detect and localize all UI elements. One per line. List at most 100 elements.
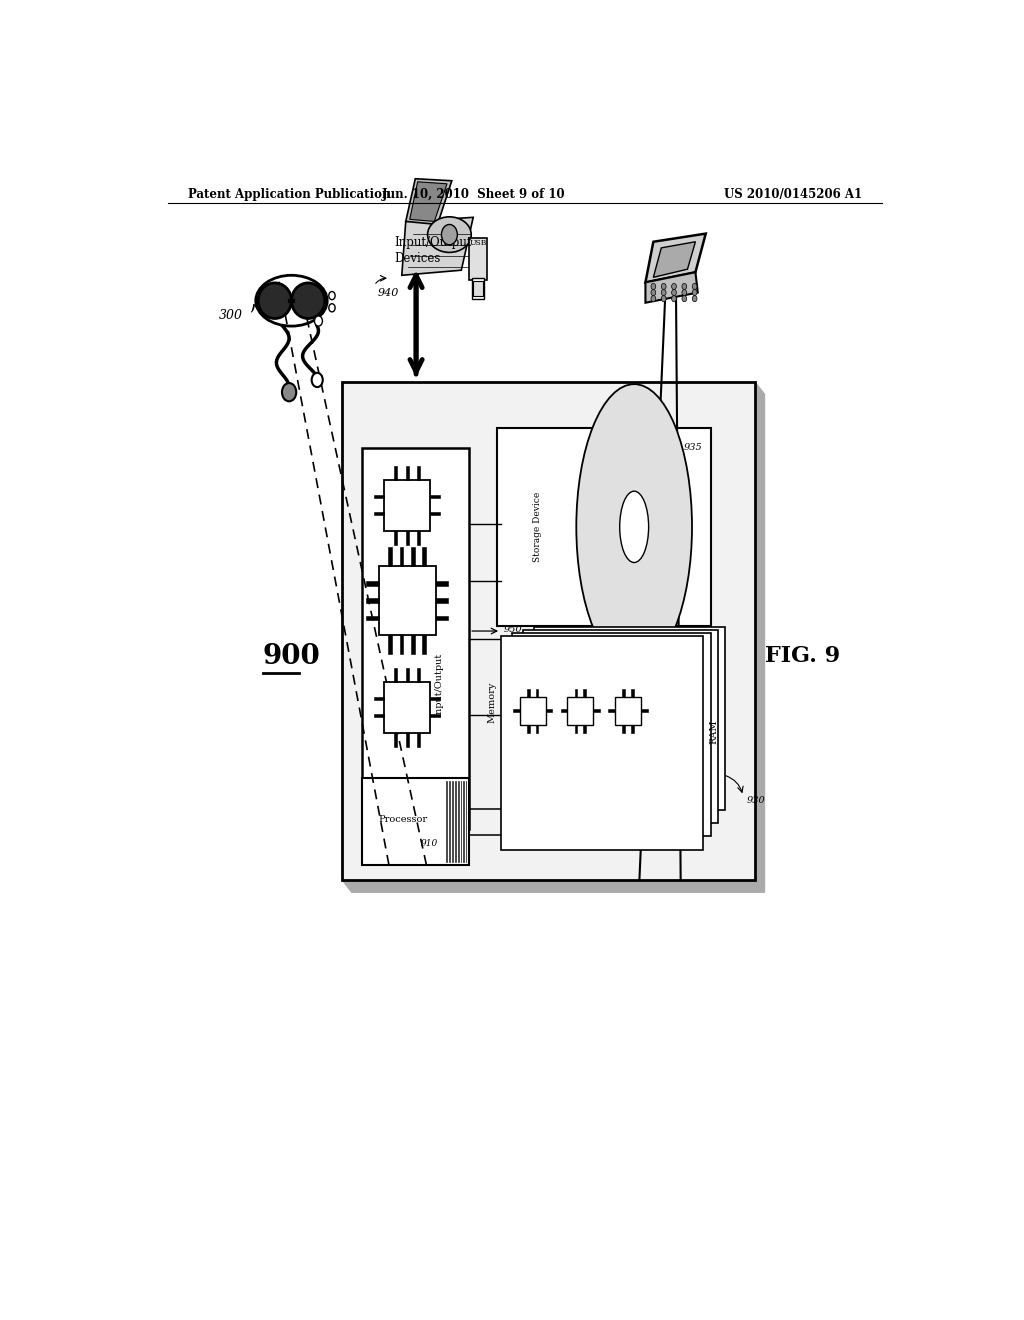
Bar: [366, 598, 379, 603]
Bar: [631, 696, 637, 700]
Circle shape: [692, 296, 697, 302]
Bar: [501, 636, 703, 850]
Bar: [580, 689, 586, 693]
Bar: [530, 690, 557, 718]
Bar: [631, 689, 634, 697]
Bar: [586, 682, 589, 690]
Bar: [472, 279, 484, 298]
Ellipse shape: [577, 384, 692, 669]
Bar: [642, 682, 645, 690]
Bar: [374, 697, 384, 701]
Bar: [362, 779, 469, 865]
Bar: [547, 718, 550, 726]
Bar: [571, 702, 579, 706]
Text: 910: 910: [421, 838, 438, 847]
Bar: [623, 689, 625, 697]
Bar: [655, 669, 658, 677]
Ellipse shape: [258, 282, 292, 318]
Polygon shape: [755, 381, 765, 892]
Polygon shape: [645, 234, 706, 282]
Bar: [634, 682, 636, 690]
Bar: [366, 581, 379, 586]
Bar: [601, 677, 627, 705]
Bar: [406, 466, 409, 480]
Bar: [616, 705, 620, 713]
Bar: [430, 512, 440, 515]
Bar: [539, 682, 541, 690]
Bar: [653, 676, 655, 684]
Text: 950: 950: [504, 624, 523, 634]
Circle shape: [692, 284, 697, 289]
Circle shape: [672, 289, 677, 296]
Bar: [547, 689, 553, 693]
Circle shape: [329, 292, 335, 300]
Bar: [655, 705, 658, 713]
Bar: [523, 630, 718, 824]
Bar: [560, 705, 563, 713]
Bar: [513, 709, 519, 713]
Bar: [406, 668, 409, 682]
Bar: [637, 684, 664, 711]
Bar: [614, 697, 641, 725]
Bar: [384, 480, 430, 531]
Bar: [417, 531, 420, 545]
Bar: [362, 447, 469, 829]
Bar: [422, 546, 426, 566]
Polygon shape: [645, 272, 697, 302]
Bar: [379, 566, 435, 635]
Bar: [569, 705, 571, 713]
Bar: [417, 466, 420, 480]
Bar: [374, 495, 384, 499]
Bar: [584, 689, 586, 697]
Bar: [542, 684, 568, 711]
Bar: [417, 668, 420, 682]
Bar: [597, 711, 599, 719]
Bar: [519, 697, 546, 725]
Bar: [574, 725, 578, 733]
Circle shape: [651, 284, 655, 289]
Text: 940: 940: [378, 289, 399, 298]
Bar: [536, 725, 539, 733]
Bar: [561, 709, 567, 713]
Bar: [399, 635, 403, 655]
Circle shape: [662, 284, 666, 289]
Circle shape: [662, 296, 666, 302]
Bar: [631, 725, 634, 733]
Bar: [411, 546, 415, 566]
Bar: [597, 676, 599, 684]
Polygon shape: [406, 178, 452, 224]
Bar: [549, 711, 552, 719]
Bar: [557, 702, 563, 706]
Text: 930: 930: [748, 796, 766, 805]
Text: Input/Output
Devices: Input/Output Devices: [394, 236, 471, 265]
Bar: [665, 669, 667, 677]
Bar: [422, 635, 426, 655]
Bar: [527, 725, 529, 733]
Bar: [620, 702, 626, 706]
Bar: [626, 690, 652, 718]
Bar: [394, 668, 397, 682]
Bar: [512, 634, 711, 837]
Bar: [567, 697, 594, 725]
Text: 900: 900: [263, 643, 321, 671]
Bar: [608, 705, 610, 713]
Bar: [595, 682, 597, 690]
Text: 935: 935: [684, 444, 702, 451]
Bar: [374, 512, 384, 515]
Ellipse shape: [620, 491, 648, 562]
Circle shape: [682, 289, 687, 296]
Bar: [652, 702, 658, 706]
Bar: [579, 690, 604, 718]
Text: Jun. 10, 2010  Sheet 9 of 10: Jun. 10, 2010 Sheet 9 of 10: [381, 189, 565, 202]
Bar: [388, 635, 392, 655]
Text: Memory: Memory: [487, 681, 496, 723]
Ellipse shape: [292, 282, 325, 318]
Bar: [399, 546, 403, 566]
Bar: [594, 709, 600, 713]
Bar: [623, 725, 625, 733]
Bar: [394, 466, 397, 480]
Bar: [435, 598, 449, 603]
Bar: [539, 718, 541, 726]
Text: 920: 920: [529, 655, 548, 664]
Bar: [583, 696, 590, 700]
